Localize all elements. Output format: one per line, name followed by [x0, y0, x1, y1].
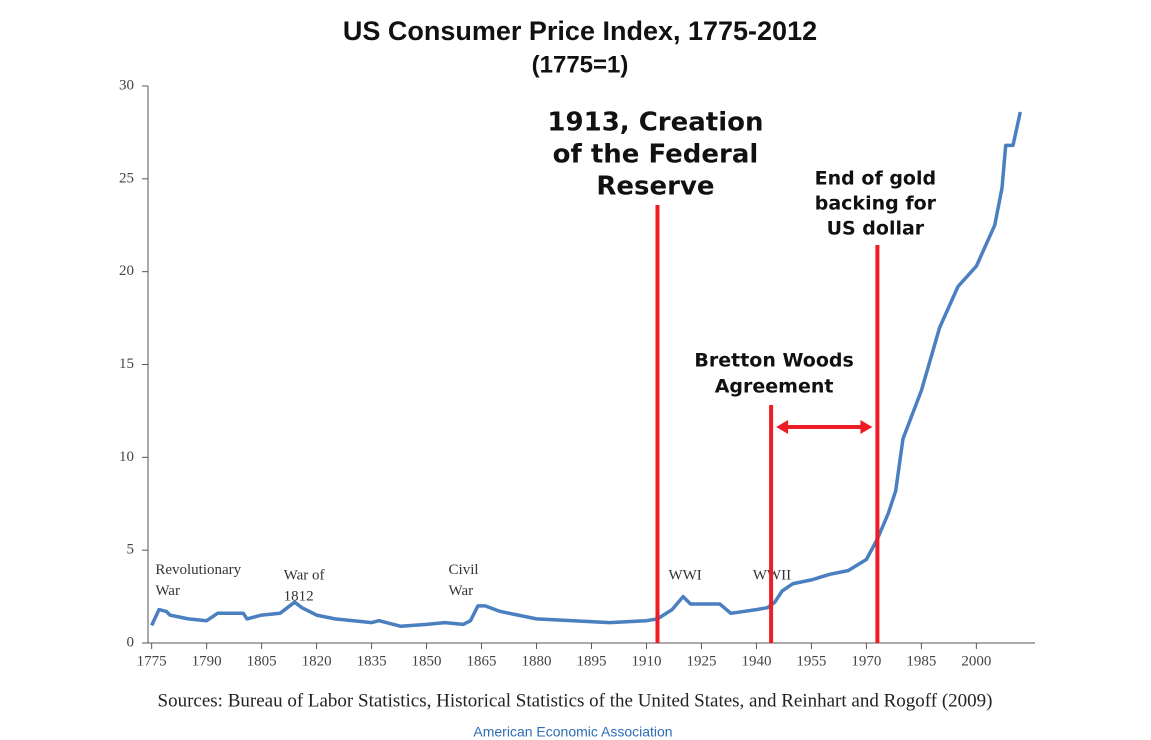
x-tick-label: 1895: [577, 653, 607, 669]
y-tick-label: 25: [119, 170, 134, 186]
x-tick-label: 1940: [741, 653, 771, 669]
event-label: US dollar: [827, 218, 925, 240]
x-tick-label: 1910: [631, 653, 661, 669]
event-label: 1913, Creation: [547, 108, 763, 138]
period-label: War: [155, 583, 180, 599]
x-tick-label: 1865: [467, 653, 497, 669]
arrow-head: [776, 420, 789, 434]
x-tick-label: 1955: [796, 653, 826, 669]
period-label: Civil: [449, 562, 479, 578]
x-tick-label: 1985: [906, 653, 936, 669]
period-label: 1812: [284, 589, 314, 605]
y-tick-label: 0: [127, 634, 135, 650]
x-tick-label: 1850: [412, 653, 442, 669]
y-tick-label: 5: [127, 542, 135, 558]
y-tick-label: 10: [119, 449, 134, 465]
event-label: backing for: [815, 193, 937, 215]
x-tick-label: 1835: [357, 653, 387, 669]
period-label: WWI: [668, 568, 701, 584]
period-label: War of: [284, 568, 325, 584]
credit: American Economic Association: [473, 724, 672, 740]
cpi-line: [150, 111, 1023, 629]
y-tick-label: 20: [119, 263, 134, 279]
x-tick-label: 1925: [686, 653, 716, 669]
x-tick-label: 2000: [961, 653, 991, 669]
arrow-head: [860, 420, 873, 434]
x-tick-label: 1880: [522, 653, 552, 669]
y-tick-label: 15: [119, 356, 134, 372]
y-tick-label: 30: [119, 77, 134, 93]
period-label: War: [449, 583, 474, 599]
x-tick-label: 1970: [851, 653, 881, 669]
x-tick-label: 1805: [247, 653, 277, 669]
x-tick-label: 1790: [192, 653, 222, 669]
chart-subtitle: (1775=1): [532, 51, 629, 78]
event-label: Reserve: [596, 172, 714, 202]
source-note: Sources: Bureau of Labor Statistics, His…: [158, 690, 993, 711]
event-label: of the Federal: [553, 140, 759, 170]
event-label: Bretton Woods: [694, 350, 853, 372]
x-tick-label: 1820: [302, 653, 332, 669]
x-tick-label: 1775: [137, 653, 167, 669]
event-label: Agreement: [715, 376, 834, 398]
period-label: Revolutionary: [155, 562, 241, 578]
chart-title: US Consumer Price Index, 1775-2012: [343, 16, 817, 46]
event-label: End of gold: [815, 168, 936, 190]
